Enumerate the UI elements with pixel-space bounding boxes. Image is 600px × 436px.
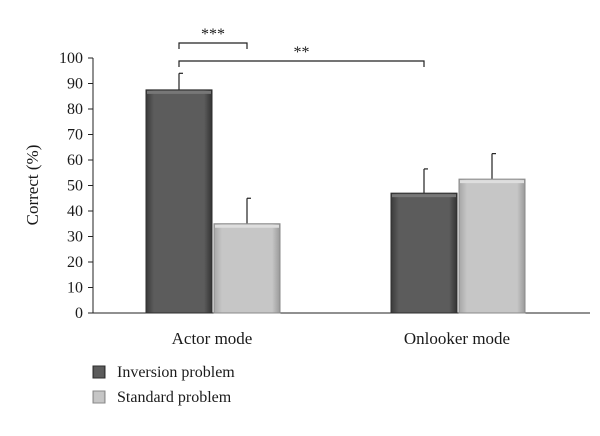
significance-annotations: ***** <box>178 26 425 67</box>
x-category-label: Actor mode <box>172 329 253 348</box>
y-axis-label: Correct (%) <box>23 145 42 226</box>
bar <box>458 178 526 314</box>
y-tick-label: 30 <box>67 229 83 246</box>
x-category-label: Onlooker mode <box>404 329 510 348</box>
legend: Inversion problem Standard problem <box>92 364 235 406</box>
legend-swatch <box>92 390 106 404</box>
y-tick-label: 80 <box>67 101 83 118</box>
bar-highlight <box>215 224 279 228</box>
y-tick-label: 50 <box>67 178 83 195</box>
y-tick-label: 60 <box>67 152 83 169</box>
significance-bracket <box>178 60 425 67</box>
y-tick-label: 70 <box>67 127 83 144</box>
y-tick-label: 100 <box>59 50 83 67</box>
legend-swatch <box>92 365 106 379</box>
y-tick-label: 0 <box>75 305 83 322</box>
y-tick-label: 40 <box>67 203 83 220</box>
bar <box>390 192 458 314</box>
bar <box>145 89 213 314</box>
axes: 0 10 20 30 40 50 60 70 80 90 100 Actor mode Onlooker… <box>59 50 590 348</box>
bar <box>213 223 281 314</box>
significance-label: ** <box>294 44 310 61</box>
legend-label: Standard problem <box>117 389 232 406</box>
bar-highlight <box>460 180 524 184</box>
y-tick-label: 10 <box>67 280 83 297</box>
bar-highlight <box>147 90 211 94</box>
significance-label: *** <box>201 26 225 43</box>
bar-highlight <box>392 194 456 198</box>
significance-bracket <box>178 42 248 49</box>
y-tick-label: 90 <box>67 76 83 93</box>
bars <box>145 72 526 314</box>
legend-label: Inversion problem <box>117 364 235 381</box>
y-tick-label: 20 <box>67 254 83 271</box>
